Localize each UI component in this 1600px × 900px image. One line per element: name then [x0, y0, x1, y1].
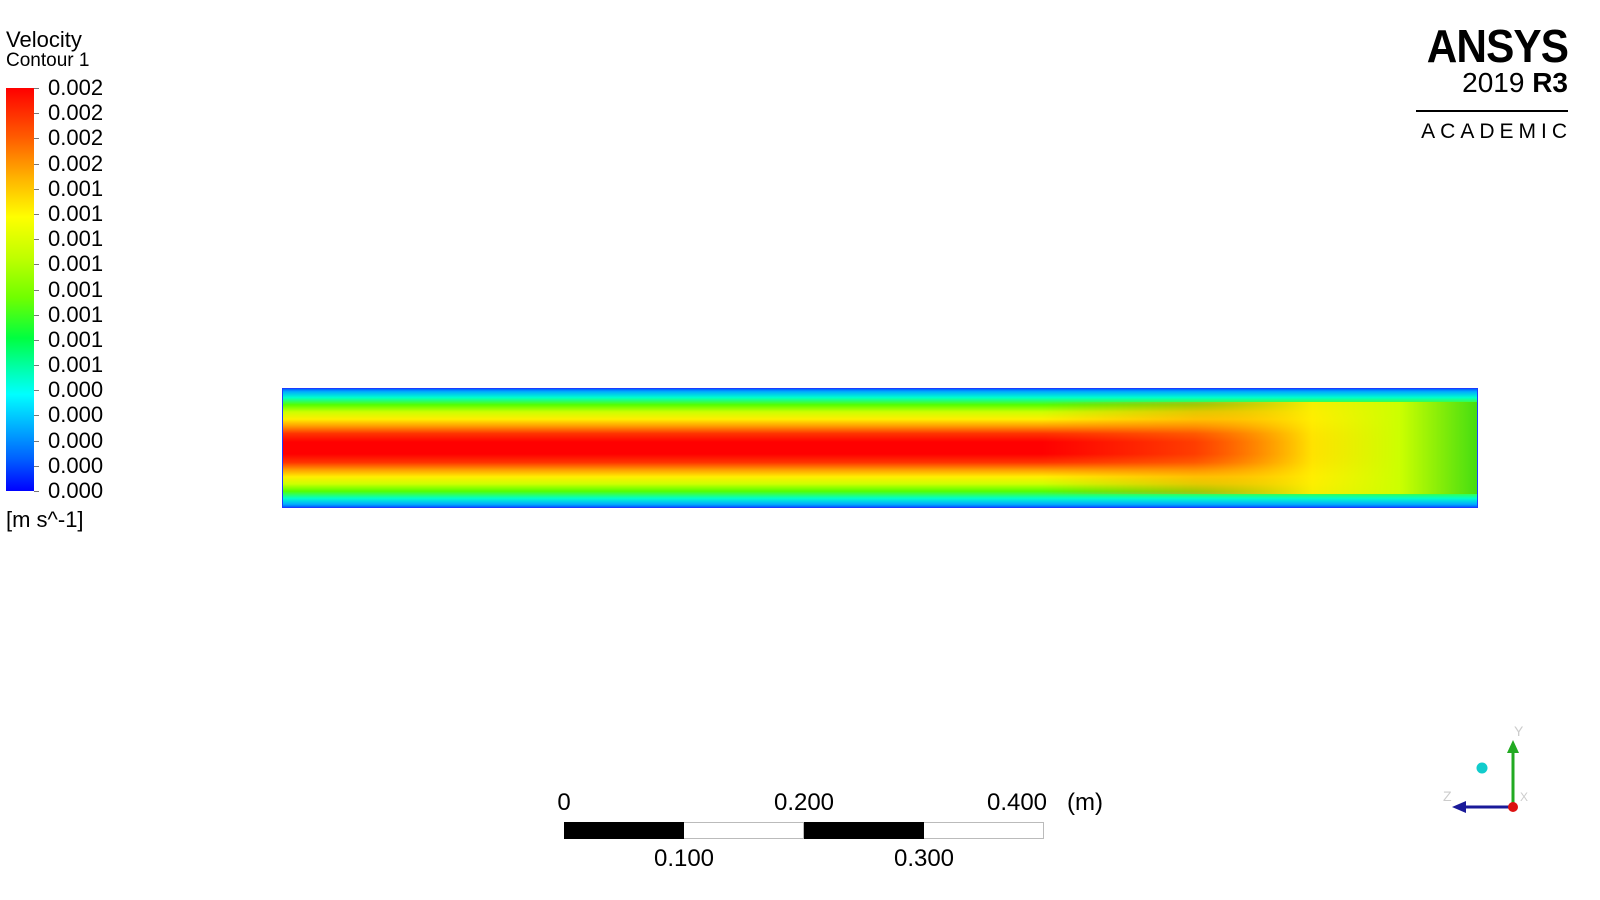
- pipe-outlet-region: [1042, 402, 1478, 494]
- legend-unit: [m s^-1]: [6, 507, 84, 532]
- legend-label: 0.000: [48, 452, 104, 478]
- legend-label: 0.001: [48, 175, 104, 201]
- legend-label: 0.000: [48, 427, 104, 453]
- legend-tick: [34, 113, 39, 115]
- legend-title: Velocity: [6, 27, 82, 52]
- legend-tick: [34, 188, 39, 190]
- logo-version-year: 2019: [1462, 67, 1525, 98]
- ansys-logo: ANSYS 2019 R3 ACADEMIC: [1408, 20, 1569, 144]
- legend-tick: [34, 213, 39, 215]
- legend-tick: [34, 314, 39, 316]
- logo-version-release: R3: [1532, 67, 1568, 98]
- scale-label-0.300: 0.300: [893, 845, 955, 872]
- velocity-contour-plot[interactable]: [282, 388, 1478, 508]
- logo-version: 2019 R3: [1408, 68, 1568, 98]
- scale-label-0.100: 0.100: [653, 845, 715, 872]
- legend-label: 0.000: [48, 478, 104, 503]
- scale-label-0.200: 0.200: [773, 789, 835, 816]
- legend-tick: [34, 88, 39, 89]
- triad-center-sphere: [1476, 762, 1488, 774]
- triad-label-z: Z: [1443, 788, 1452, 804]
- legend-color-bar: [6, 88, 34, 491]
- legend-label: 0.001: [48, 352, 104, 378]
- legend-label: 0.001: [48, 251, 104, 277]
- legend-tick: [34, 264, 39, 266]
- legend-label: 0.002: [48, 75, 104, 100]
- legend-label: 0.000: [48, 402, 104, 428]
- axis-triad[interactable]: Y Z X: [1430, 726, 1540, 836]
- legend-tick: [34, 289, 39, 291]
- triad-z-arrow: [1452, 801, 1466, 813]
- triad-label-y: Y: [1514, 726, 1524, 739]
- legend-label: 0.000: [48, 377, 104, 403]
- legend-ticks: [34, 88, 40, 492]
- legend-tick: [34, 239, 39, 241]
- legend-label: 0.001: [48, 276, 104, 302]
- triad-y-arrow: [1507, 740, 1519, 753]
- legend-label: 0.002: [48, 125, 104, 151]
- legend-tick: [34, 390, 39, 392]
- legend-tick: [34, 491, 39, 492]
- legend-subtitle: Contour 1: [6, 50, 90, 71]
- scale-segment-3: [804, 822, 924, 839]
- legend-tick: [34, 138, 39, 140]
- scale-label-0.400: 0.400: [986, 789, 1048, 816]
- legend-label: 0.001: [48, 301, 104, 327]
- legend-tick: [34, 339, 39, 341]
- scale-segment-4: [924, 822, 1044, 839]
- logo-brand: ANSYS: [1426, 20, 1569, 72]
- scale-bar: 0 0.200 0.400 (m) 0.100 0.300: [557, 789, 1120, 880]
- triad-x-origin: [1508, 802, 1518, 812]
- legend-tick: [34, 415, 39, 417]
- legend-tick: [34, 365, 39, 367]
- scale-segment-1: [564, 822, 684, 839]
- scale-segment-2: [684, 822, 804, 839]
- triad-label-x: X: [1520, 790, 1528, 804]
- logo-divider: [1416, 110, 1568, 112]
- legend-tick: [34, 440, 39, 442]
- legend-label: 0.002: [48, 100, 104, 126]
- legend-label: 0.001: [48, 326, 104, 352]
- legend-tick: [34, 163, 39, 165]
- legend-label: 0.002: [48, 150, 104, 176]
- legend-label: 0.001: [48, 226, 104, 252]
- legend-tick: [34, 465, 39, 467]
- logo-edition: ACADEMIC: [1421, 120, 1572, 143]
- scale-label-0: 0: [557, 789, 571, 816]
- scale-unit: (m): [1067, 789, 1103, 816]
- legend-label: 0.001: [48, 200, 104, 226]
